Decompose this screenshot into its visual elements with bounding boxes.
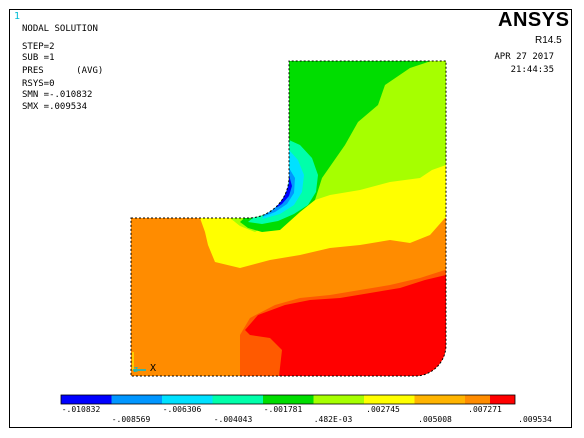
legend-label: -.001781	[263, 405, 303, 414]
legend-swatch	[465, 395, 490, 404]
legend-swatch	[364, 395, 415, 404]
legend-swatch	[313, 395, 364, 404]
contour-band-red	[245, 275, 446, 376]
legend-border	[60, 394, 516, 405]
ansys-logo: ANSYS	[498, 9, 570, 31]
item-info: PRES (AVG)	[22, 66, 104, 76]
legend-label: .002745	[366, 405, 400, 414]
legend-label: -.004043	[213, 415, 253, 424]
legend-label: -.010832	[61, 405, 101, 414]
legend-swatch	[414, 395, 465, 404]
legend-label: -.006306	[162, 405, 202, 414]
max-value: SMX =.009534	[22, 102, 88, 112]
part-outline	[130, 60, 447, 377]
time-stamp: 21:44:35	[510, 65, 554, 75]
legend-swatch	[490, 395, 515, 404]
date-stamp: APR 27 2017	[494, 52, 554, 62]
min-value: SMN =-.010832	[22, 90, 93, 100]
window-number: 1	[14, 11, 21, 22]
legend-label: -.008569	[111, 415, 151, 424]
legend-swatch	[111, 395, 162, 404]
legend-label: .009534	[518, 415, 552, 424]
legend-swatch	[263, 395, 314, 404]
legend-bar	[60, 394, 516, 405]
contour-band-cyan	[262, 150, 304, 219]
rsys-info: RSYS=0	[22, 79, 55, 89]
legend-label: .005008	[418, 415, 452, 424]
legend-swatch	[212, 395, 263, 404]
legend-label: .007271	[468, 405, 502, 414]
axis-label-x: X	[150, 363, 157, 374]
legend-label: .482E-03	[313, 415, 353, 424]
legend-swatch	[162, 395, 213, 404]
result-type: NODAL SOLUTION	[22, 24, 98, 34]
release-version: R14.5	[535, 35, 562, 46]
triad-origin: z	[133, 365, 138, 375]
substep-info: SUB =1	[22, 53, 55, 63]
legend-swatch	[61, 395, 112, 404]
step-info: STEP=2	[22, 42, 55, 52]
contour-band-blue	[276, 175, 292, 208]
